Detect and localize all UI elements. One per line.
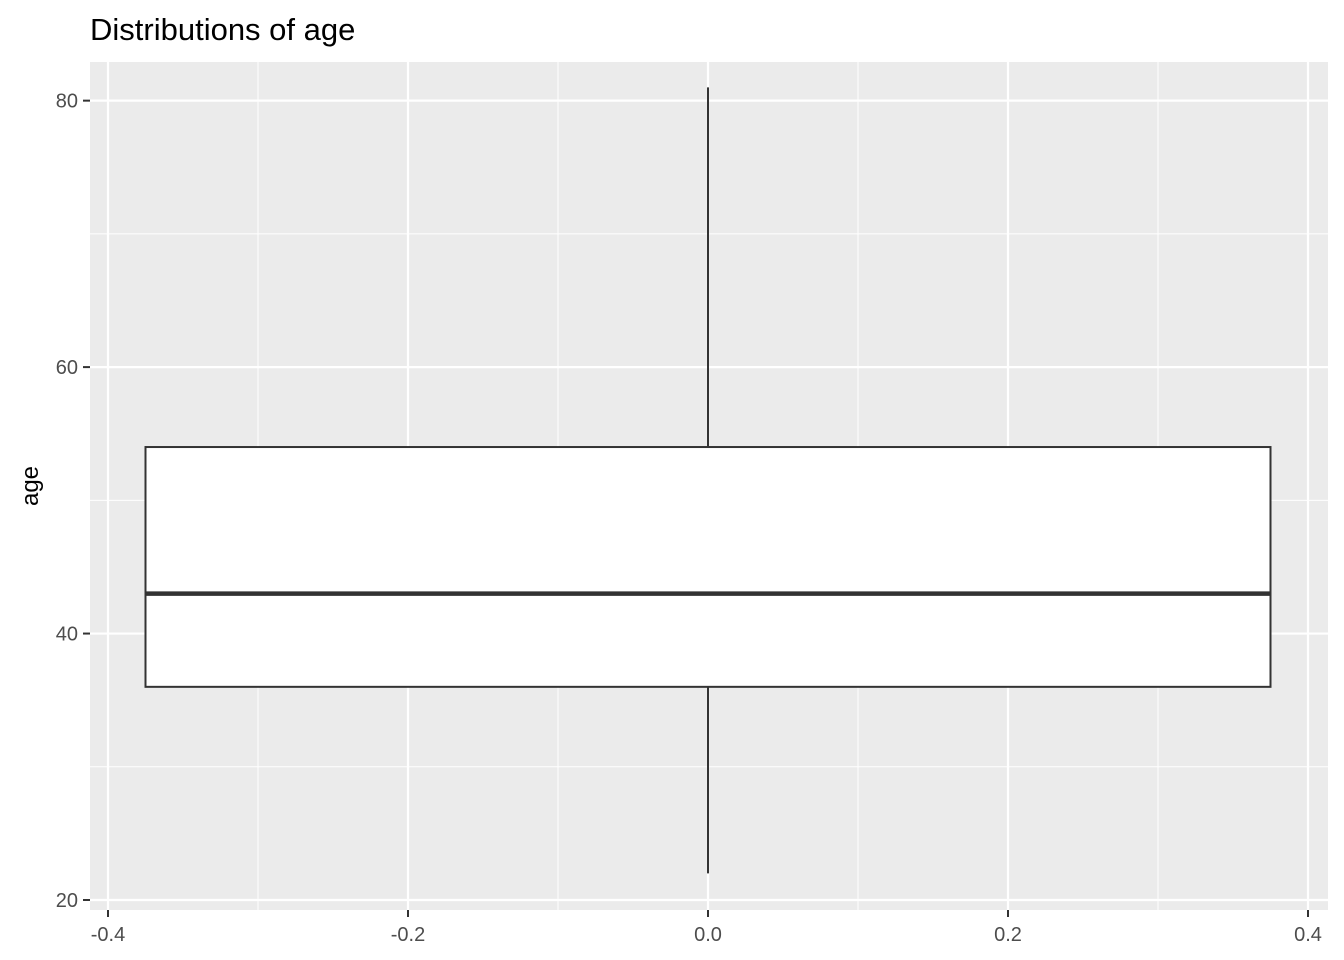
x-tick-label: 0.4 — [1294, 924, 1322, 946]
chart-title: Distributions of age — [90, 12, 355, 47]
x-tick-label: -0.2 — [391, 924, 425, 946]
x-tick-label: 0.2 — [994, 924, 1022, 946]
x-axis: -0.4 -0.2 0.0 0.2 0.4 — [91, 910, 1322, 946]
interquartile-box — [144, 446, 1272, 688]
y-tick-label: 80 — [56, 91, 78, 113]
y-axis-title: age — [17, 466, 44, 506]
y-tick-label: 60 — [56, 357, 78, 379]
y-tick-label: 20 — [56, 890, 78, 912]
y-axis: 20 40 60 80 — [56, 91, 90, 912]
box-layer — [144, 87, 1272, 874]
y-tick-label: 40 — [56, 624, 78, 646]
x-tick-label: 0.0 — [694, 924, 722, 946]
x-tick-label: -0.4 — [91, 924, 125, 946]
